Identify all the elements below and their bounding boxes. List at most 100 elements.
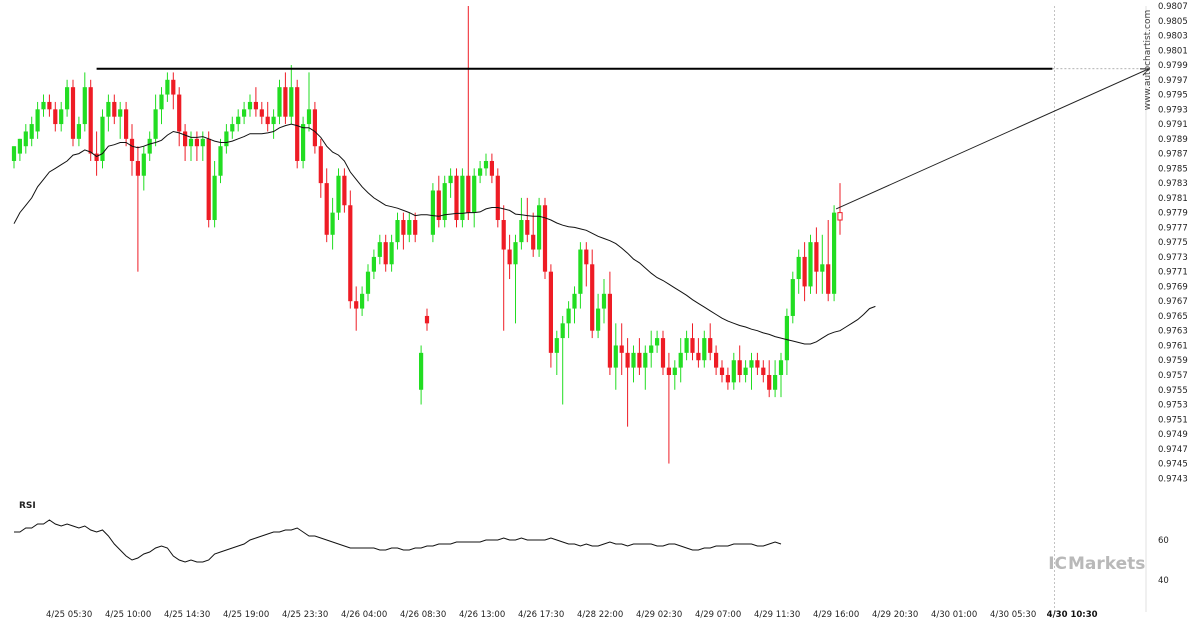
candle-body	[767, 374, 772, 390]
price-tick-label: 0.9763	[1158, 327, 1188, 337]
candle-body	[47, 101, 52, 110]
candle-body	[554, 338, 559, 353]
price-tick-label: 0.9793	[1158, 105, 1188, 115]
candle-body	[584, 249, 589, 265]
candle	[94, 131, 99, 176]
candle	[247, 94, 253, 117]
time-tick-label: 4/25 10:00	[105, 610, 151, 620]
candle-body	[389, 242, 394, 265]
candle-body	[153, 109, 158, 139]
candle-body	[29, 124, 34, 139]
candle	[666, 352, 671, 464]
candle-body	[106, 101, 111, 117]
candle-body	[590, 264, 595, 331]
candle-body	[35, 109, 40, 132]
candle	[460, 168, 465, 228]
candle	[761, 360, 766, 383]
candle	[690, 323, 695, 361]
candle-body	[837, 212, 843, 221]
time-tick-label: 4/26 17:30	[518, 610, 564, 620]
price-tick-label: 0.9801	[1158, 46, 1188, 56]
candle	[767, 360, 772, 398]
time-tick-label: 4/29 20:30	[872, 610, 918, 620]
candle	[714, 345, 719, 375]
candle-body	[124, 109, 129, 139]
price-tick-label: 0.9775	[1158, 238, 1188, 248]
candle	[65, 79, 70, 117]
candle-body	[147, 138, 152, 154]
time-tick-label: 4/30 05:30	[990, 610, 1036, 620]
candle-body	[460, 175, 465, 221]
candle	[147, 131, 152, 161]
candle-body	[619, 345, 624, 353]
time-tick-label: 4/30 10:30	[1047, 610, 1098, 620]
candle	[448, 168, 453, 198]
time-tick-label: 4/29 11:30	[754, 610, 800, 620]
price-tick-label: 0.9759	[1158, 356, 1188, 366]
candle-body	[129, 138, 135, 161]
candle	[436, 175, 441, 228]
candles	[11, 6, 843, 464]
candle-body	[377, 242, 382, 257]
candle-body	[165, 79, 170, 95]
candle	[525, 197, 530, 243]
candle	[177, 87, 182, 147]
candle	[318, 138, 323, 198]
candle	[242, 101, 247, 125]
candle-body	[483, 160, 489, 169]
candle	[519, 197, 524, 250]
price-tick-label: 0.9791	[1158, 120, 1188, 130]
rsi-label: RSI	[19, 501, 36, 511]
candle-body	[666, 367, 671, 375]
candle	[312, 101, 317, 154]
candle	[430, 183, 435, 243]
candle-body	[383, 242, 388, 265]
candle	[613, 323, 618, 390]
candle-body	[601, 293, 607, 309]
candle	[348, 190, 353, 309]
candle-body	[70, 87, 76, 139]
candle-body	[755, 360, 760, 368]
candle-body	[253, 101, 258, 110]
candle	[637, 338, 642, 375]
candle-body	[247, 101, 253, 110]
projection-arrow-line	[835, 68, 1150, 210]
candle	[100, 109, 105, 169]
candle-body	[725, 374, 730, 383]
candle-body	[23, 131, 28, 147]
candle	[283, 72, 288, 125]
candle-body	[472, 175, 477, 213]
candle	[554, 330, 559, 375]
candle	[171, 72, 176, 110]
candle-body	[820, 264, 825, 272]
candle-body	[454, 175, 459, 221]
candle-body	[360, 293, 365, 309]
candle	[731, 352, 736, 390]
brand-mark: IC	[1048, 554, 1067, 574]
candle	[183, 124, 188, 161]
moving-average	[13, 123, 876, 345]
price-tick-label: 0.9771	[1158, 268, 1188, 278]
candle-body	[283, 87, 288, 117]
projection-arrow-head	[1139, 68, 1151, 76]
candle-body	[631, 352, 636, 368]
candle-body	[501, 220, 506, 250]
candle-body	[548, 271, 553, 353]
candle-body	[660, 338, 666, 368]
candle	[206, 131, 211, 228]
candle	[53, 101, 58, 132]
candle	[625, 338, 630, 427]
time-tick-label: 4/29 02:30	[636, 610, 682, 620]
candle	[466, 6, 471, 221]
candle	[755, 352, 760, 375]
rsi-panel: RSI 60 40	[14, 501, 1169, 586]
candle-body	[678, 352, 683, 368]
candle	[796, 249, 801, 294]
candle	[253, 87, 258, 117]
candle	[289, 65, 294, 125]
candle	[631, 345, 636, 383]
candle	[259, 101, 264, 125]
candle-body	[159, 94, 164, 110]
price-tick-label: 0.9751	[1158, 415, 1188, 425]
